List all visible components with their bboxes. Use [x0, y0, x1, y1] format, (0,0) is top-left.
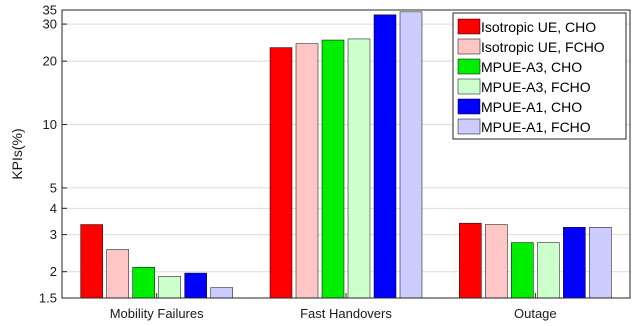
legend-box — [452, 12, 627, 140]
bar — [347, 38, 371, 299]
bar — [210, 287, 233, 299]
y-tick-label: 4 — [50, 201, 57, 216]
bar — [132, 266, 155, 299]
bar — [158, 276, 181, 299]
legend-swatch — [457, 98, 481, 115]
legend: Isotropic UE, CHO Isotropic UE, FCHO MPUE-… — [452, 12, 627, 140]
bar — [106, 249, 129, 299]
bar — [563, 227, 586, 299]
legend-label: Isotropic UE, FCHO — [481, 39, 605, 55]
y-tick-label: 1.5 — [39, 291, 57, 306]
legend-label: MPUE-A1, FCHO — [481, 119, 591, 135]
bar — [80, 224, 103, 299]
bar — [269, 47, 293, 299]
legend-swatch — [457, 18, 481, 35]
legend-swatch — [457, 38, 481, 55]
y-tick-label: 3 — [50, 227, 57, 242]
bar — [184, 272, 207, 299]
legend-swatch — [457, 78, 481, 95]
y-tick-label: 10 — [43, 117, 57, 132]
bar — [459, 222, 482, 299]
bar — [373, 14, 397, 299]
legend-label: MPUE-A3, CHO — [481, 59, 582, 75]
bar — [399, 11, 423, 299]
legend-label: MPUE-A1, CHO — [481, 99, 582, 115]
legend-swatch — [457, 58, 481, 75]
y-tick-label: 35 — [43, 3, 57, 18]
x-axis-ticks: Mobility Failures Fast Handovers Outage — [110, 293, 557, 321]
bar — [321, 39, 345, 299]
legend-label: MPUE-A3, FCHO — [481, 79, 591, 95]
legend-swatch — [457, 118, 481, 135]
bar — [295, 43, 319, 299]
bar — [511, 242, 534, 299]
y-axis-label: KPIs(%) — [9, 128, 25, 179]
x-tick-label: Fast Handovers — [300, 306, 392, 321]
bars — [80, 11, 612, 299]
y-tick-label: 5 — [50, 180, 57, 195]
bar — [485, 224, 508, 299]
y-tick-label: 30 — [43, 17, 57, 32]
y-tick-label: 2 — [50, 264, 57, 279]
bar — [589, 227, 612, 299]
legend-label: Isotropic UE, CHO — [481, 19, 596, 35]
y-tick-label: 20 — [43, 54, 57, 69]
bar — [537, 242, 560, 299]
x-tick-label: Outage — [514, 306, 557, 321]
x-tick-label: Mobility Failures — [110, 306, 204, 321]
